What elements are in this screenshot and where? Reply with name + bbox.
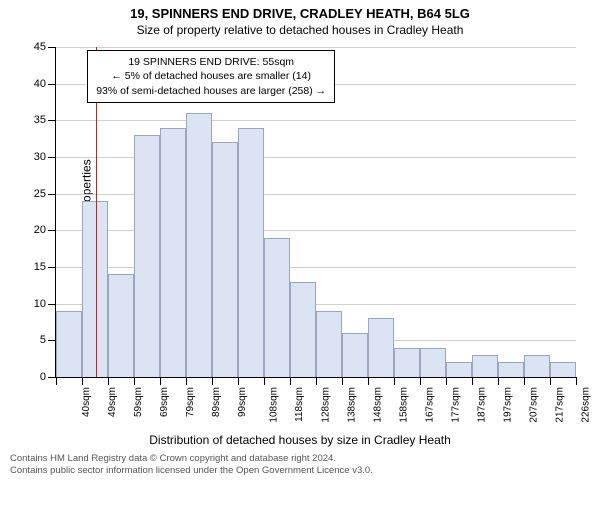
- x-tick-label: 138sqm: [347, 387, 358, 423]
- info-box-line: 93% of semi-detached houses are larger (…: [96, 84, 326, 98]
- x-tick: [56, 377, 57, 385]
- x-tick: [498, 377, 499, 385]
- y-tick-label: 20: [34, 224, 46, 236]
- y-tick: [48, 377, 56, 378]
- y-tick-label: 35: [34, 114, 46, 126]
- x-tick-label: 40sqm: [81, 387, 92, 417]
- x-tick: [238, 377, 239, 385]
- histogram-bar: [316, 311, 342, 377]
- x-tick-label: 69sqm: [159, 387, 170, 417]
- x-tick-label: 167sqm: [425, 387, 436, 423]
- x-tick-label: 118sqm: [294, 387, 305, 422]
- x-tick-label: 197sqm: [503, 387, 514, 423]
- y-tick: [48, 120, 56, 121]
- histogram-bar: [264, 238, 290, 377]
- x-tick: [134, 377, 135, 385]
- x-tick-label: 99sqm: [237, 387, 248, 417]
- x-tick: [576, 377, 577, 385]
- x-tick: [394, 377, 395, 385]
- x-tick: [368, 377, 369, 385]
- y-tick: [48, 230, 56, 231]
- x-tick: [264, 377, 265, 385]
- x-tick: [420, 377, 421, 385]
- x-tick: [160, 377, 161, 385]
- footer-line-1: Contains HM Land Registry data © Crown c…: [10, 453, 590, 465]
- y-tick-label: 40: [34, 78, 46, 90]
- x-tick: [316, 377, 317, 385]
- x-tick-label: 217sqm: [555, 387, 566, 423]
- x-tick-label: 158sqm: [399, 387, 410, 423]
- x-tick-label: 79sqm: [185, 387, 196, 417]
- y-tick: [48, 84, 56, 85]
- histogram-bar: [342, 333, 368, 377]
- x-tick-label: 128sqm: [321, 387, 332, 423]
- x-tick: [212, 377, 213, 385]
- histogram-bar: [368, 318, 394, 377]
- chart-area: Number of detached properties 0510152025…: [0, 37, 600, 447]
- histogram-bar: [290, 282, 316, 377]
- info-box-line: ← 5% of detached houses are smaller (14): [96, 69, 326, 83]
- y-tick-label: 10: [34, 298, 46, 310]
- footer-line-2: Contains public sector information licen…: [10, 465, 590, 477]
- histogram-bar: [394, 348, 420, 377]
- y-tick-label: 25: [34, 188, 46, 200]
- y-tick-label: 45: [34, 41, 46, 53]
- plot-area: 05101520253035404540sqm49sqm59sqm69sqm79…: [55, 47, 576, 378]
- histogram-bar: [160, 128, 186, 377]
- y-tick-label: 5: [40, 334, 46, 346]
- histogram-bar: [524, 355, 550, 377]
- y-tick: [48, 47, 56, 48]
- y-tick-label: 30: [34, 151, 46, 163]
- gridline: [56, 47, 576, 48]
- histogram-bar: [420, 348, 446, 377]
- x-tick: [472, 377, 473, 385]
- histogram-bar: [238, 128, 264, 377]
- x-tick: [550, 377, 551, 385]
- x-tick: [524, 377, 525, 385]
- y-tick-label: 0: [40, 371, 46, 383]
- histogram-bar: [134, 135, 160, 377]
- histogram-bar: [212, 142, 238, 377]
- x-tick-label: 148sqm: [373, 387, 384, 423]
- y-tick: [48, 304, 56, 305]
- chart-title-main: 19, SPINNERS END DRIVE, CRADLEY HEATH, B…: [0, 6, 600, 21]
- histogram-bar: [550, 362, 576, 377]
- info-box-line: 19 SPINNERS END DRIVE: 55sqm: [96, 55, 326, 69]
- x-tick: [82, 377, 83, 385]
- x-tick-label: 207sqm: [529, 387, 540, 423]
- y-tick-label: 15: [34, 261, 46, 273]
- x-tick: [290, 377, 291, 385]
- x-tick: [186, 377, 187, 385]
- histogram-bar: [498, 362, 524, 377]
- x-tick-label: 226sqm: [581, 387, 592, 423]
- y-tick: [48, 157, 56, 158]
- x-tick: [108, 377, 109, 385]
- y-tick: [48, 340, 56, 341]
- x-tick-label: 177sqm: [451, 387, 462, 423]
- histogram-bar: [472, 355, 498, 377]
- histogram-bar: [446, 362, 472, 377]
- x-tick-label: 89sqm: [211, 387, 222, 417]
- chart-title-sub: Size of property relative to detached ho…: [0, 23, 600, 37]
- x-tick: [446, 377, 447, 385]
- x-tick: [342, 377, 343, 385]
- y-tick: [48, 267, 56, 268]
- gridline: [56, 120, 576, 121]
- footer-attribution: Contains HM Land Registry data © Crown c…: [0, 447, 600, 478]
- histogram-bar: [186, 113, 212, 377]
- histogram-bar: [56, 311, 82, 377]
- x-axis-label: Distribution of detached houses by size …: [0, 433, 600, 447]
- x-tick-label: 49sqm: [107, 387, 118, 417]
- info-box: 19 SPINNERS END DRIVE: 55sqm← 5% of deta…: [87, 50, 335, 103]
- x-tick-label: 59sqm: [133, 387, 144, 417]
- x-tick-label: 187sqm: [477, 387, 488, 423]
- x-tick-label: 108sqm: [269, 387, 280, 423]
- y-tick: [48, 194, 56, 195]
- histogram-bar: [108, 274, 134, 377]
